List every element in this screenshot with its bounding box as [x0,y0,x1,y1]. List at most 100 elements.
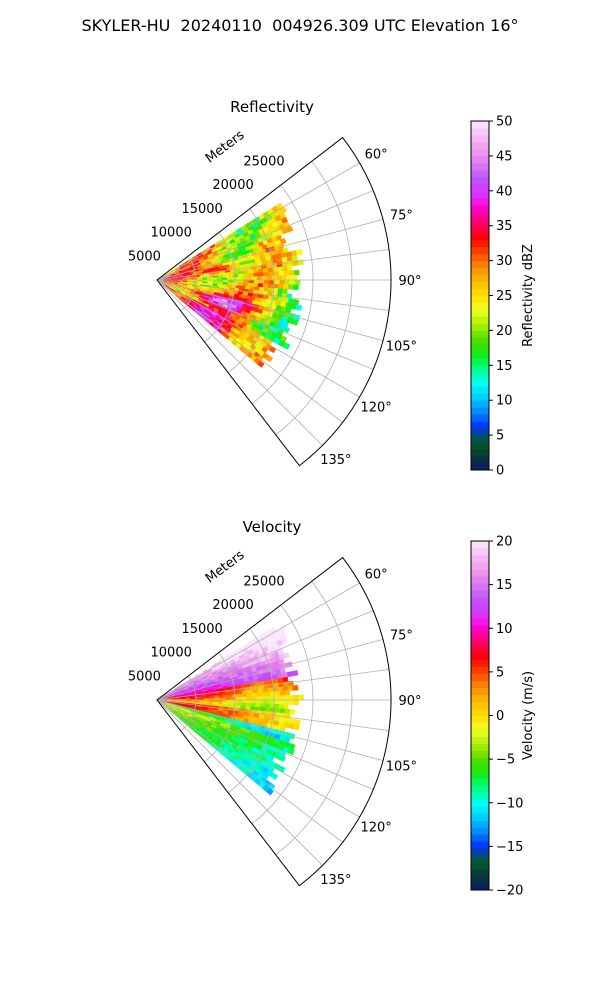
data-cell [286,255,293,262]
data-cell [243,279,250,284]
data-cell [258,272,265,277]
colorbar-tick-label: 45 [496,149,513,164]
data-cell [259,703,266,708]
colorbar-segment [471,393,489,401]
panel-title: Reflectivity [230,98,314,116]
data-cell [262,688,269,693]
data-cell [284,708,291,715]
colorbar-segment [471,239,489,248]
data-cell [287,748,295,756]
data-cell [275,691,281,697]
colorbar-segment [471,463,489,471]
data-cell [293,284,299,291]
azimuth-gridline [156,669,390,701]
data-cell [257,283,264,288]
colorbar-segment [471,134,489,143]
colorbar-segment [471,799,489,807]
data-cell [281,261,289,268]
colorbar-segment [471,435,489,443]
data-cell [283,704,289,710]
data-cell [253,279,260,284]
colorbar-segment [471,316,489,324]
data-cell [277,686,284,692]
colorbar-segment [471,834,489,842]
colorbar-segment [471,659,489,668]
data-cell [262,283,269,289]
colorbar-segment [471,603,489,612]
data-cell [277,283,284,290]
azimuth-tick-label: 90° [398,694,421,709]
colorbar-segment [471,148,489,157]
colorbar-segment [471,414,489,422]
colorbar-tick-label: 15 [496,578,513,593]
data-cell [222,274,229,278]
data-cell [282,695,289,701]
azimuth-gridline [156,219,384,281]
data-cell [267,687,274,693]
data-cell [261,692,267,697]
azimuth-tick-label: 90° [398,274,421,289]
colorbar-segment [471,449,489,457]
data-cell [246,276,253,281]
azimuth-gridline [156,610,374,701]
data-cell [266,275,273,281]
data-cell [279,279,286,285]
colorbar-segment [471,778,489,786]
data-cell [243,270,250,275]
data-cell [277,288,284,294]
radial-tick-label: 15000 [181,622,222,637]
data-cell [267,283,274,289]
data-cell [294,279,301,286]
data-cell [279,690,286,696]
colorbar-segment [471,541,489,549]
data-cell [274,279,280,285]
radial-tick-label: 10000 [151,226,192,241]
data-cell [242,699,249,704]
data-cell [261,275,268,281]
radial-tick-label: 15000 [181,202,222,217]
colorbar-tick-label: −15 [496,840,523,855]
radial-tick-label: 20000 [212,178,253,193]
colorbar-segment [471,386,489,394]
colorbar-segment [471,372,489,380]
data-cell [291,274,298,281]
azimuth-gridline [156,699,343,843]
colorbar-segment [471,687,489,696]
data-cell [282,288,288,294]
data-cell [283,699,289,705]
colorbar-segment [471,848,489,856]
data-cell [297,259,304,266]
data-cell [286,225,294,233]
data-cell [231,276,238,281]
data-cell [282,342,291,350]
data-cell [264,703,270,709]
colorbar-tick-label: 0 [496,709,504,724]
colorbar-segment [471,855,489,863]
azimuth-tick-label: 120° [360,821,391,836]
data-cell [276,275,283,281]
colorbar-segment [471,708,489,716]
colorbar-segment [471,379,489,387]
data-cell [292,259,299,266]
azimuth-tick-label: 60° [365,148,388,163]
data-cell [282,266,288,272]
data-cell [273,271,280,277]
colorbar-segment [471,351,489,359]
data-cell [237,273,244,278]
azimuth-tick-label: 75° [390,209,413,224]
data-cell [265,355,274,363]
colorbar-segment [471,190,489,199]
colorbar-segment [471,456,489,464]
data-cell [287,685,294,692]
colorbar-tick-label: 5 [496,665,504,680]
data-cell [271,275,278,281]
colorbar-tick-label: −5 [496,753,515,768]
data-cell [253,272,259,277]
data-cell [262,268,269,273]
colorbar-label: Velocity (m/s) [521,671,536,760]
data-cell [251,276,258,281]
colorbar-segment [471,197,489,206]
data-cell [253,269,259,274]
